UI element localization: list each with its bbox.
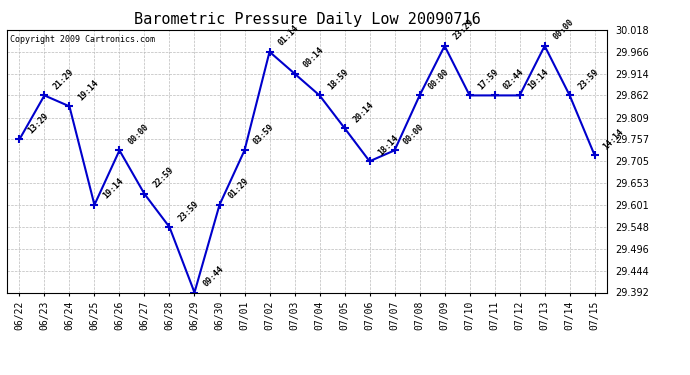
Text: 23:59: 23:59 <box>177 199 201 223</box>
Text: 09:44: 09:44 <box>201 264 226 288</box>
Text: 01:29: 01:29 <box>226 177 250 201</box>
Text: 00:00: 00:00 <box>402 122 426 146</box>
Text: 19:14: 19:14 <box>77 78 101 102</box>
Text: 18:14: 18:14 <box>377 133 401 157</box>
Text: 02:44: 02:44 <box>502 67 526 91</box>
Text: Copyright 2009 Cartronics.com: Copyright 2009 Cartronics.com <box>10 35 155 44</box>
Text: 23:59: 23:59 <box>577 67 601 91</box>
Text: 22:59: 22:59 <box>151 166 175 190</box>
Text: 23:29: 23:29 <box>451 18 475 42</box>
Text: 03:59: 03:59 <box>251 122 275 146</box>
Text: 21:29: 21:29 <box>51 67 75 91</box>
Text: 17:59: 17:59 <box>477 67 501 91</box>
Text: 00:00: 00:00 <box>426 67 451 91</box>
Text: 01:14: 01:14 <box>277 24 301 48</box>
Text: 00:14: 00:14 <box>302 45 326 69</box>
Text: 13:29: 13:29 <box>26 111 50 135</box>
Text: 19:14: 19:14 <box>101 177 126 201</box>
Text: 00:00: 00:00 <box>551 18 575 42</box>
Text: 00:00: 00:00 <box>126 122 150 146</box>
Text: 20:14: 20:14 <box>351 100 375 124</box>
Title: Barometric Pressure Daily Low 20090716: Barometric Pressure Daily Low 20090716 <box>134 12 480 27</box>
Text: 14:14: 14:14 <box>602 127 626 151</box>
Text: 18:59: 18:59 <box>326 67 351 91</box>
Text: 19:14: 19:14 <box>526 67 551 91</box>
